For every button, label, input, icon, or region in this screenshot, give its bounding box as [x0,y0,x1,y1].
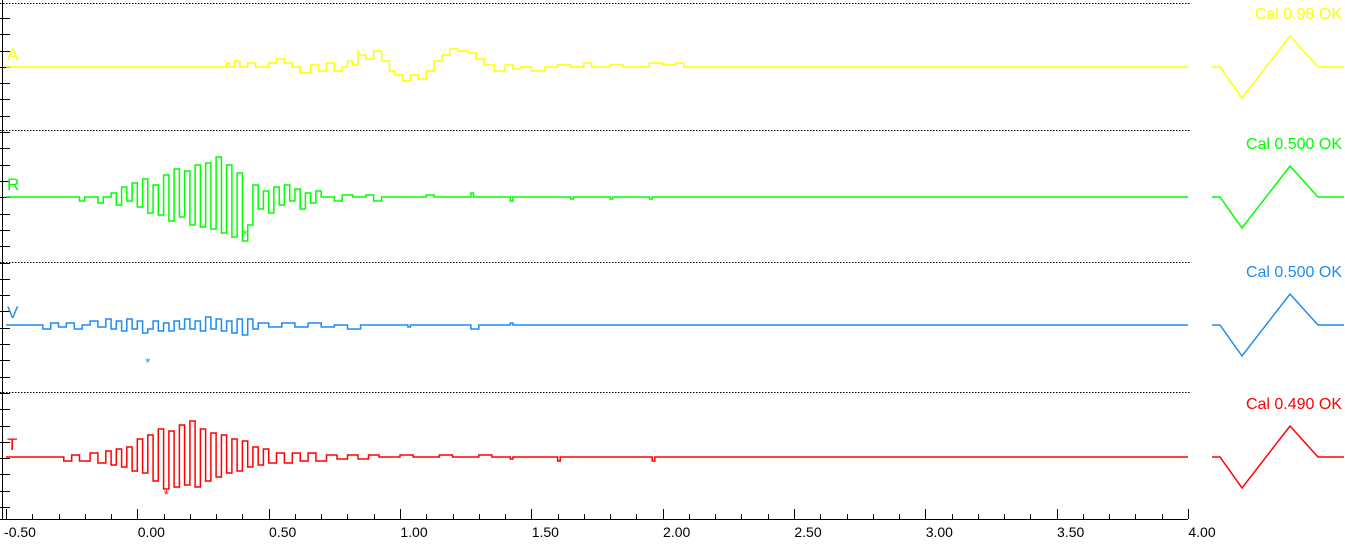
trace-T [6,420,1188,490]
left-tick-marks [0,0,10,519]
x-tick-label-8: 3.50 [1057,524,1084,540]
x-tick-label-5: 2.00 [663,524,690,540]
x-tick-label-3: 1.00 [400,524,427,540]
cal-pulse-A [1212,34,1344,100]
event-marker-T: * [164,487,169,502]
calibration-text-R: Cal 0.500 OK [1246,136,1342,153]
cal-pulse-R [1212,164,1344,230]
x-tick-label-0: -0.50 [4,524,36,540]
cal-pulse-V [1212,292,1344,358]
trace-R [6,156,1188,242]
trace-A [6,48,1188,82]
x-tick-label-2: 0.50 [269,524,296,540]
event-marker-V: * [145,355,150,370]
x-tick-label-6: 2.50 [794,524,821,540]
event-marker-R: * [242,227,247,242]
time-axis: -0.50 0.00 0.50 1.00 1.50 2.00 2.50 3.00 3.50 4.0… [0,509,1216,540]
cal-pulse-T [1212,424,1344,490]
channel-label-A: A [7,45,19,64]
channel-label-V: V [7,303,19,322]
x-tick-label-4: 1.50 [532,524,559,540]
calibration-pulses [1212,34,1344,490]
channel-label-T: T [7,435,17,454]
channel-labels: A * Cal 0.98 OK R * Cal 0.500 OK V * Cal 0.500 O… [7,6,1342,502]
x-tick-label-1: 0.00 [138,524,165,540]
x-tick-label-7: 3.00 [926,524,953,540]
calibration-text-T: Cal 0.490 OK [1246,396,1342,413]
channel-traces [6,48,1188,490]
event-marker-A: * [355,47,360,62]
calibration-text-A: Cal 0.98 OK [1255,6,1342,23]
trace-V [6,316,1188,336]
calibration-text-V: Cal 0.500 OK [1246,264,1342,281]
channel-separators [0,3,1190,393]
channel-label-R: R [7,175,19,194]
x-tick-label-9: 4.00 [1188,524,1215,540]
